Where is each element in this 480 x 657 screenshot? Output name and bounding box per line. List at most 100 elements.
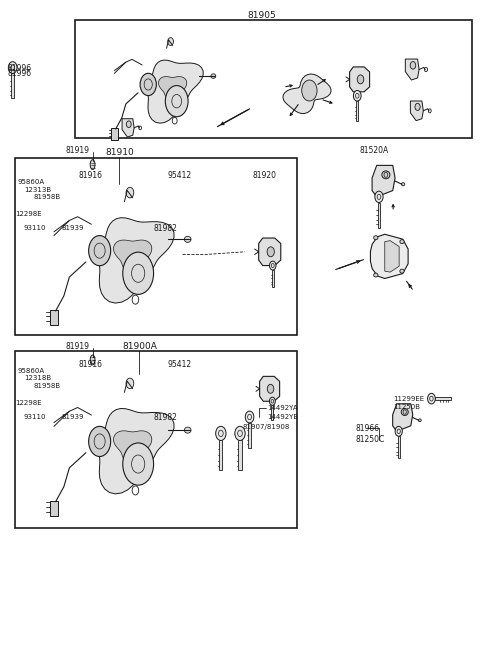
Text: 81910: 81910 <box>105 148 134 157</box>
Text: 81916: 81916 <box>78 360 102 369</box>
Text: 12298E: 12298E <box>15 400 42 406</box>
Polygon shape <box>239 440 241 470</box>
Text: 11250B: 11250B <box>393 404 420 410</box>
Circle shape <box>126 121 131 127</box>
Polygon shape <box>405 59 419 80</box>
Text: 81958B: 81958B <box>33 383 60 389</box>
Ellipse shape <box>419 419 421 422</box>
Circle shape <box>126 187 134 198</box>
Polygon shape <box>283 74 331 114</box>
Text: 14492YA: 14492YA <box>267 405 298 411</box>
Polygon shape <box>378 202 380 228</box>
Ellipse shape <box>90 160 95 170</box>
Circle shape <box>395 426 402 436</box>
Polygon shape <box>271 405 273 420</box>
Circle shape <box>267 384 274 394</box>
Circle shape <box>123 252 154 294</box>
Polygon shape <box>96 409 174 494</box>
Text: 81916: 81916 <box>78 171 102 180</box>
Ellipse shape <box>401 183 405 186</box>
Polygon shape <box>259 238 281 265</box>
Text: 95412: 95412 <box>167 171 192 180</box>
Text: 81919: 81919 <box>65 147 89 155</box>
Ellipse shape <box>184 237 191 242</box>
Bar <box>49 501 59 516</box>
Bar <box>49 310 59 325</box>
Circle shape <box>216 426 226 440</box>
Circle shape <box>410 62 416 69</box>
Text: 81996: 81996 <box>8 69 32 78</box>
Ellipse shape <box>373 236 378 240</box>
Text: 93110: 93110 <box>24 414 46 420</box>
Circle shape <box>269 261 276 270</box>
Polygon shape <box>96 217 174 303</box>
Polygon shape <box>356 101 359 121</box>
Circle shape <box>269 397 276 405</box>
Circle shape <box>165 85 188 117</box>
Text: 95412: 95412 <box>167 360 192 369</box>
Polygon shape <box>114 240 152 275</box>
Bar <box>15 158 298 335</box>
Text: 81939: 81939 <box>62 414 84 420</box>
Polygon shape <box>158 77 187 102</box>
Polygon shape <box>146 60 203 124</box>
Circle shape <box>126 378 134 389</box>
Text: 81900A: 81900A <box>122 342 157 351</box>
Text: 95860A: 95860A <box>17 368 45 374</box>
Polygon shape <box>410 101 423 121</box>
Text: 81982: 81982 <box>154 223 178 233</box>
Circle shape <box>8 62 17 74</box>
Polygon shape <box>272 270 274 286</box>
Circle shape <box>89 236 111 265</box>
Text: 81907/81908: 81907/81908 <box>242 424 290 430</box>
Circle shape <box>168 37 173 45</box>
Circle shape <box>123 443 154 485</box>
Polygon shape <box>260 376 280 401</box>
Circle shape <box>245 411 254 423</box>
Circle shape <box>140 74 156 96</box>
Polygon shape <box>248 423 251 448</box>
Text: 81920: 81920 <box>253 171 277 180</box>
Text: 81982: 81982 <box>154 413 178 422</box>
Circle shape <box>415 103 420 110</box>
Polygon shape <box>12 74 14 99</box>
Ellipse shape <box>400 240 404 244</box>
Text: 95860A: 95860A <box>17 179 45 185</box>
Ellipse shape <box>90 355 95 365</box>
Polygon shape <box>372 166 395 197</box>
Circle shape <box>357 75 364 84</box>
Polygon shape <box>122 119 134 137</box>
Text: 81250C: 81250C <box>356 436 385 444</box>
Polygon shape <box>349 67 370 92</box>
Circle shape <box>235 426 245 440</box>
Polygon shape <box>435 397 451 400</box>
Ellipse shape <box>373 273 378 277</box>
Text: 14492YB: 14492YB <box>267 414 298 420</box>
Polygon shape <box>397 436 400 459</box>
Text: 12318B: 12318B <box>24 375 52 381</box>
Circle shape <box>375 191 383 202</box>
Text: 12313B: 12313B <box>24 187 52 193</box>
Circle shape <box>428 394 435 404</box>
Polygon shape <box>393 404 413 431</box>
Ellipse shape <box>400 269 404 273</box>
Text: 81905: 81905 <box>247 11 276 20</box>
Polygon shape <box>219 440 222 470</box>
Text: 81996: 81996 <box>8 64 32 74</box>
Circle shape <box>89 426 111 457</box>
Ellipse shape <box>382 171 390 179</box>
Bar <box>75 20 472 139</box>
Ellipse shape <box>211 74 216 78</box>
Ellipse shape <box>184 427 191 433</box>
Text: 93110: 93110 <box>24 225 46 231</box>
Circle shape <box>302 80 317 101</box>
Polygon shape <box>114 431 152 465</box>
Text: 81966: 81966 <box>356 424 380 433</box>
Ellipse shape <box>401 409 408 415</box>
Text: 81520A: 81520A <box>360 147 389 155</box>
Polygon shape <box>371 235 408 279</box>
Text: 11299EE: 11299EE <box>393 396 424 401</box>
Polygon shape <box>385 240 399 272</box>
Bar <box>15 351 298 528</box>
Text: 81919: 81919 <box>65 342 89 351</box>
